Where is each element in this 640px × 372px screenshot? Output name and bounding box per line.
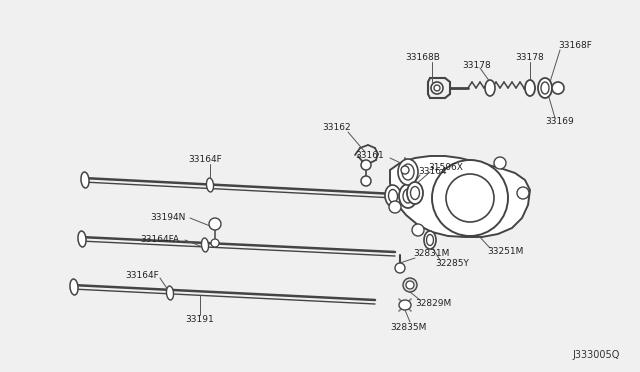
Ellipse shape [399,184,417,208]
Circle shape [552,82,564,94]
Text: 33164: 33164 [418,167,447,176]
Text: 33168B: 33168B [405,54,440,62]
Ellipse shape [407,182,423,204]
Text: 32835M: 32835M [390,324,426,333]
Ellipse shape [410,186,419,199]
Circle shape [494,157,506,169]
Circle shape [361,176,371,186]
Text: 33161: 33161 [355,151,384,160]
Ellipse shape [166,286,173,300]
Text: 33164F: 33164F [125,270,159,279]
Text: 33178: 33178 [515,54,544,62]
Circle shape [432,160,508,236]
Ellipse shape [485,80,495,96]
Circle shape [395,263,405,273]
Text: 32829M: 32829M [415,299,451,308]
Circle shape [431,82,443,94]
Circle shape [434,85,440,91]
Ellipse shape [388,189,397,202]
Text: J333005Q: J333005Q [573,350,620,360]
Ellipse shape [81,172,89,188]
Ellipse shape [385,185,401,207]
Ellipse shape [424,231,436,249]
Ellipse shape [403,189,413,203]
Circle shape [517,187,529,199]
Text: 32285Y: 32285Y [435,260,469,269]
Ellipse shape [399,300,411,310]
Ellipse shape [426,234,433,246]
Circle shape [361,160,371,170]
Circle shape [412,224,424,236]
Polygon shape [390,156,530,237]
Text: 32831M: 32831M [413,250,449,259]
Circle shape [403,278,417,292]
Ellipse shape [70,279,78,295]
Text: 33251M: 33251M [487,247,524,257]
Text: 33164F: 33164F [188,155,221,164]
Circle shape [446,174,494,222]
Text: 33194N: 33194N [150,214,186,222]
Ellipse shape [398,159,418,185]
Circle shape [401,166,409,174]
Ellipse shape [207,178,214,192]
Text: 33178: 33178 [462,61,491,70]
Ellipse shape [525,80,535,96]
Text: 31506X: 31506X [428,164,463,173]
Text: 33169: 33169 [545,118,573,126]
Ellipse shape [202,238,209,252]
Text: 33164FA: 33164FA [140,235,179,244]
Ellipse shape [402,164,414,180]
Text: 33168F: 33168F [558,42,592,51]
Circle shape [389,201,401,213]
Text: 33162: 33162 [322,124,351,132]
Circle shape [211,239,219,247]
Ellipse shape [538,78,552,98]
Circle shape [209,218,221,230]
Ellipse shape [541,82,549,94]
Ellipse shape [78,231,86,247]
Circle shape [406,281,414,289]
Text: 33191: 33191 [185,315,214,324]
